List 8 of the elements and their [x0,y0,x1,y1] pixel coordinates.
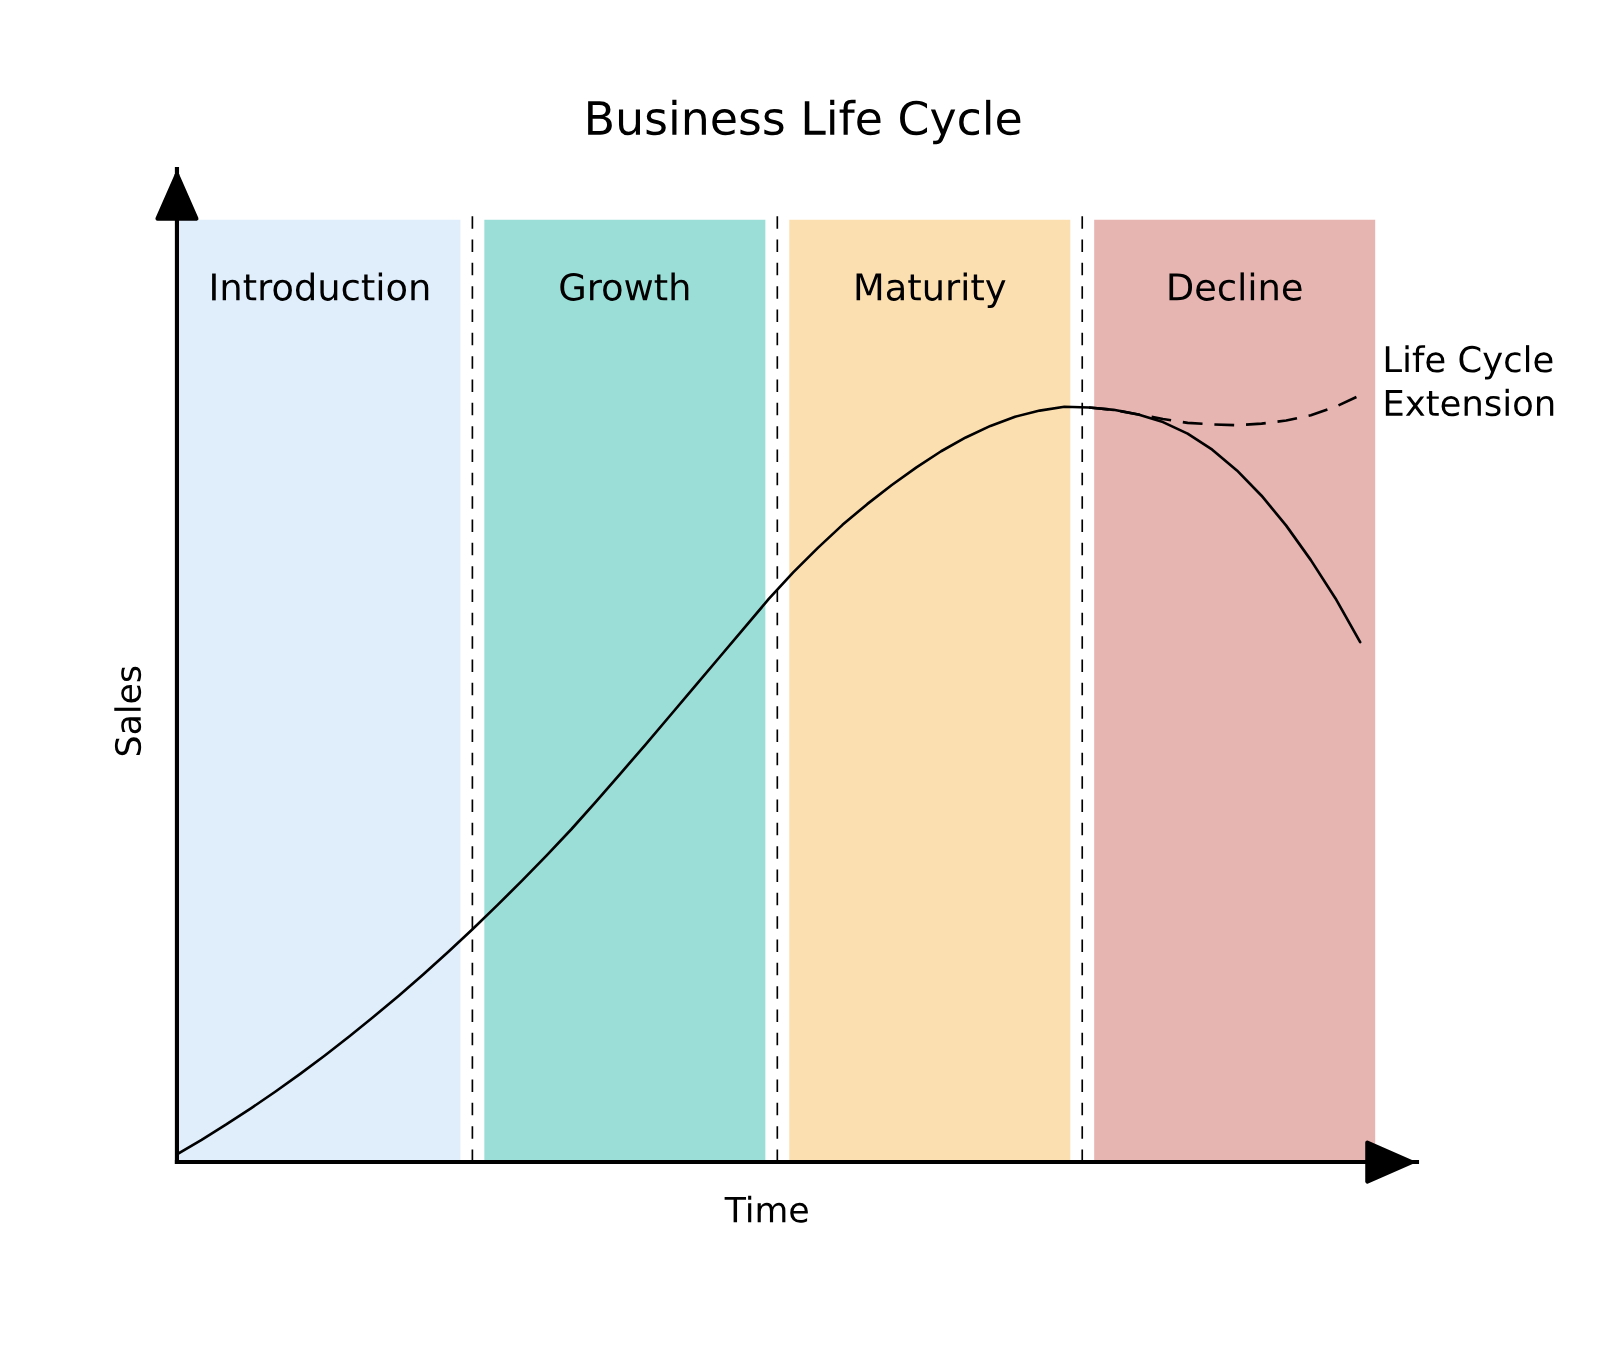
x-axis-title: Time [724,1195,808,1223]
text: Introduction [212,272,429,301]
text: Maturity [856,272,1006,309]
text: Decline [1169,272,1302,301]
chart-title: Business Life Cycle [588,99,1021,145]
text: Growth [560,272,689,301]
y-axis-title: Sales [114,666,142,756]
series-label: Life Cycle Extension [1385,345,1554,417]
